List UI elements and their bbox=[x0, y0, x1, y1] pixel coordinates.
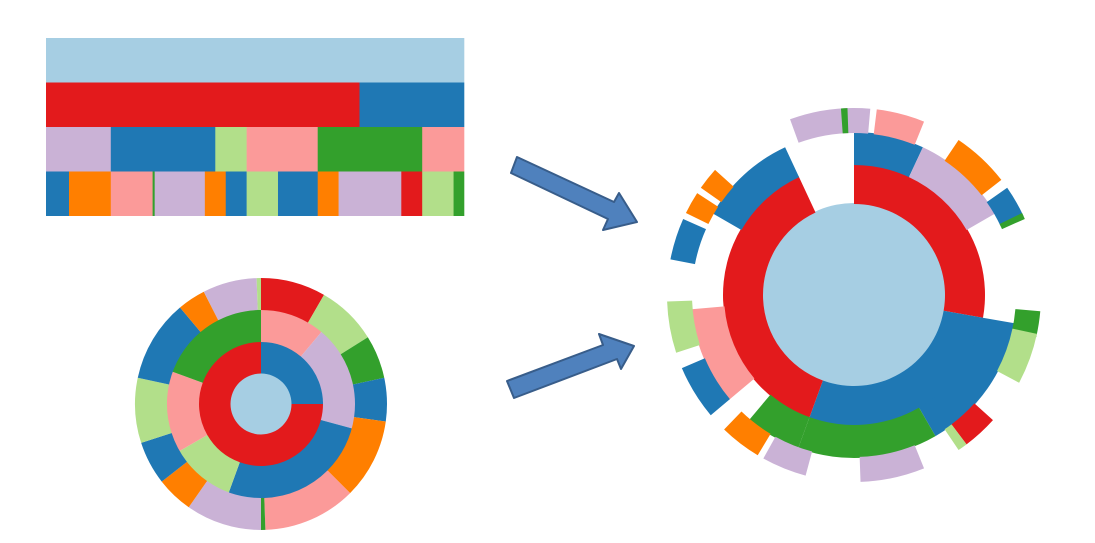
radial-center bbox=[762, 203, 946, 387]
radial-ring1-segment-1 bbox=[908, 147, 996, 230]
sunburst-ring2-segment-4 bbox=[327, 417, 386, 494]
sunburst-ring2-segment-7 bbox=[188, 481, 261, 530]
radial-ring2-segment-13 bbox=[667, 300, 700, 353]
icicle-cell-level1-1 bbox=[359, 82, 465, 127]
sunburst-ring2-segment-2 bbox=[340, 337, 385, 385]
sunburst-ring2-segment-6 bbox=[261, 497, 266, 530]
radial-ring2-segment-15 bbox=[685, 193, 719, 224]
icicle-cell-level3-3 bbox=[152, 171, 155, 216]
radial-ring2-segment-4 bbox=[999, 213, 1025, 230]
radial-ring1-segment-3 bbox=[798, 407, 936, 458]
icicle-cell-level3-2 bbox=[110, 171, 153, 216]
icicle-cell-level3-7 bbox=[246, 171, 279, 216]
sunburst-ring2-segment-14 bbox=[256, 278, 261, 311]
icicle-cell-level1-0 bbox=[46, 82, 360, 127]
radial-ring1-segment-5 bbox=[691, 306, 755, 400]
icicle-cell-level3-11 bbox=[401, 171, 423, 216]
icicle-cell-level3-10 bbox=[338, 171, 402, 216]
radial-ring2-segment-14 bbox=[670, 218, 707, 265]
sunburst-ring2-segment-13 bbox=[203, 278, 258, 321]
radial-ring1-segment-0 bbox=[854, 132, 923, 178]
sunburst-center bbox=[230, 373, 292, 435]
icicle-cell-level3-9 bbox=[317, 171, 339, 216]
sunburst-ring2-segment-1 bbox=[308, 294, 368, 355]
icicle-cell-level3-8 bbox=[277, 171, 318, 216]
arrow-sunburst-to-radial bbox=[506, 333, 635, 399]
radial-ring2-segment-9 bbox=[859, 445, 925, 482]
sunburst-ring1-segment-5 bbox=[172, 309, 261, 383]
icicle-cell-level3-12 bbox=[422, 171, 454, 216]
icicle-cell-level3-4 bbox=[154, 171, 206, 216]
sunburst-ring0-segment-1 bbox=[198, 341, 324, 467]
radial-ring2-segment-16 bbox=[700, 169, 734, 203]
radial-ring2-segment-12 bbox=[681, 358, 730, 416]
sunburst-ring2-segment-10 bbox=[135, 377, 172, 443]
radial-ring2-segment-7 bbox=[951, 403, 993, 445]
icicle-cell-level2-4 bbox=[317, 127, 423, 172]
radial-ring2-segment-0 bbox=[790, 108, 871, 143]
radial-ring0-segment-2 bbox=[723, 176, 823, 419]
icicle-cell-level2-3 bbox=[246, 127, 318, 172]
radial-ring1-segment-4 bbox=[749, 394, 810, 449]
sunburst-ring0-segment-0 bbox=[261, 341, 324, 404]
sunburst-ring2-segment-12 bbox=[180, 291, 219, 332]
icicle-cell-level3-6 bbox=[225, 171, 247, 216]
icicle-cell-level0-0 bbox=[46, 38, 465, 83]
radial-ring2-segment-2 bbox=[944, 139, 1002, 196]
sunburst-ring2-segment-3 bbox=[352, 377, 388, 422]
sunburst-chart bbox=[135, 278, 388, 530]
radial-ring2-segment-10 bbox=[763, 436, 813, 476]
icicle-cell-level2-5 bbox=[422, 127, 465, 172]
icicle-cell-level3-13 bbox=[453, 171, 465, 216]
radial-ring2-segment-8 bbox=[944, 424, 967, 451]
icicle-cell-level3-0 bbox=[46, 171, 70, 216]
sunburst-ring2-segment-11 bbox=[137, 307, 201, 385]
radial-ring1-segment-2 bbox=[919, 317, 1015, 437]
radial-ring2-segment-6 bbox=[997, 328, 1037, 383]
sunburst-ring2-segment-5 bbox=[264, 470, 351, 530]
icicle-cell-level2-1 bbox=[110, 127, 216, 172]
radial-ring0-segment-0 bbox=[854, 164, 985, 318]
icicle-cell-level3-5 bbox=[204, 171, 227, 216]
sunburst-ring2-segment-8 bbox=[161, 461, 208, 508]
sunburst-ring1-segment-2 bbox=[228, 420, 353, 499]
arrow-icicle-to-radial bbox=[510, 156, 638, 231]
icicle-cell-level2-0 bbox=[46, 127, 112, 172]
radial-tree-chart bbox=[667, 108, 1041, 482]
icicle-cell-level3-1 bbox=[68, 171, 112, 216]
radial-ring1-segment-6 bbox=[712, 147, 800, 230]
sunburst-ring2-segment-0 bbox=[261, 278, 324, 323]
radial-ring2-segment-1 bbox=[873, 109, 925, 145]
icicle-chart bbox=[46, 38, 465, 216]
radial-ring2-segment-17 bbox=[840, 108, 849, 134]
radial-ring0-segment-1 bbox=[809, 310, 984, 426]
radial-ring2-segment-11 bbox=[724, 411, 771, 456]
sunburst-ring1-segment-4 bbox=[166, 371, 208, 452]
sunburst-ring2-segment-9 bbox=[141, 433, 187, 482]
icicle-cell-level2-2 bbox=[215, 127, 247, 172]
sunburst-ring1-segment-3 bbox=[179, 435, 240, 493]
